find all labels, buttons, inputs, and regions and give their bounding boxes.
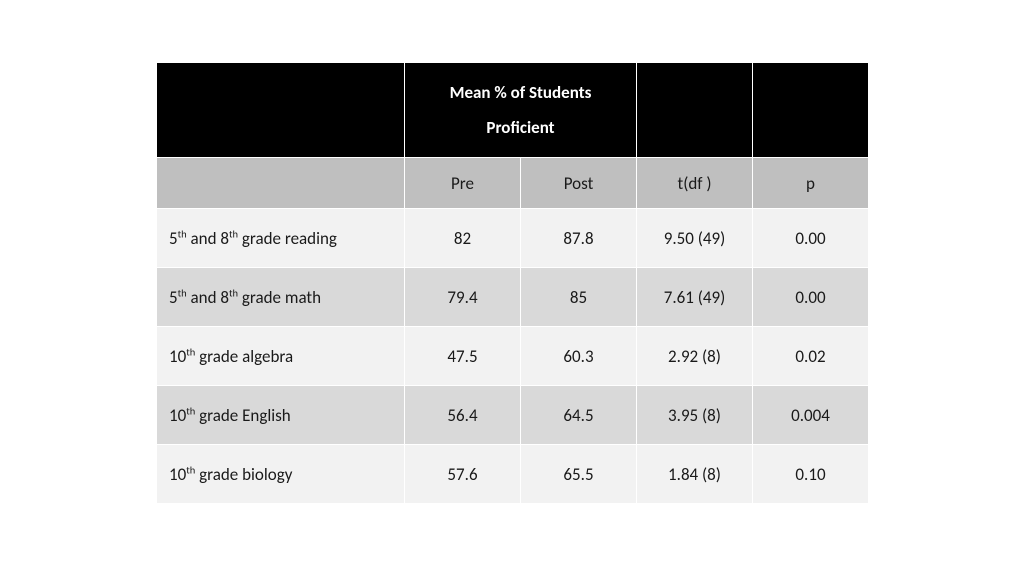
row-pre: 79.4 [405,268,521,327]
row-p: 0.00 [753,268,869,327]
row-tdf: 1.84 (8) [637,445,753,504]
row-tdf: 2.92 (8) [637,327,753,386]
row-tdf: 9.50 (49) [637,209,753,268]
row-post: 65.5 [521,445,637,504]
header-line1: Mean % of Students [405,82,636,103]
row-p: 0.02 [753,327,869,386]
row-pre: 57.6 [405,445,521,504]
row-tdf: 3.95 (8) [637,386,753,445]
header-blank-p [753,63,869,158]
subheader-blank [157,158,405,209]
table: Mean % of Students Proficient Pre Post t… [156,62,869,504]
table-row: 5th and 8th grade math79.4857.61 (49)0.0… [157,268,869,327]
row-pre: 82 [405,209,521,268]
row-p: 0.10 [753,445,869,504]
row-pre: 56.4 [405,386,521,445]
row-tdf: 7.61 (49) [637,268,753,327]
row-label: 10th grade English [157,386,405,445]
header-line2: Proficient [405,117,636,138]
subheader-tdf: t(df ) [637,158,753,209]
row-post: 60.3 [521,327,637,386]
subheader-post: Post [521,158,637,209]
row-p: 0.004 [753,386,869,445]
header-blank-left [157,63,405,158]
table-row: 10th grade English56.464.53.95 (8)0.004 [157,386,869,445]
row-label: 5th and 8th grade reading [157,209,405,268]
row-post: 64.5 [521,386,637,445]
row-post: 87.8 [521,209,637,268]
row-p: 0.00 [753,209,869,268]
table-subheader-row: Pre Post t(df ) p [157,158,869,209]
subheader-p: p [753,158,869,209]
row-pre: 47.5 [405,327,521,386]
row-post: 85 [521,268,637,327]
row-label: 10th grade algebra [157,327,405,386]
table-header-row: Mean % of Students Proficient [157,63,869,158]
row-label: 5th and 8th grade math [157,268,405,327]
row-label: 10th grade biology [157,445,405,504]
proficiency-table: Mean % of Students Proficient Pre Post t… [156,62,868,504]
header-blank-tdf [637,63,753,158]
header-mean-proficient: Mean % of Students Proficient [405,63,637,158]
table-row: 5th and 8th grade reading8287.89.50 (49)… [157,209,869,268]
table-row: 10th grade algebra47.560.32.92 (8)0.02 [157,327,869,386]
subheader-pre: Pre [405,158,521,209]
table-row: 10th grade biology57.665.51.84 (8)0.10 [157,445,869,504]
